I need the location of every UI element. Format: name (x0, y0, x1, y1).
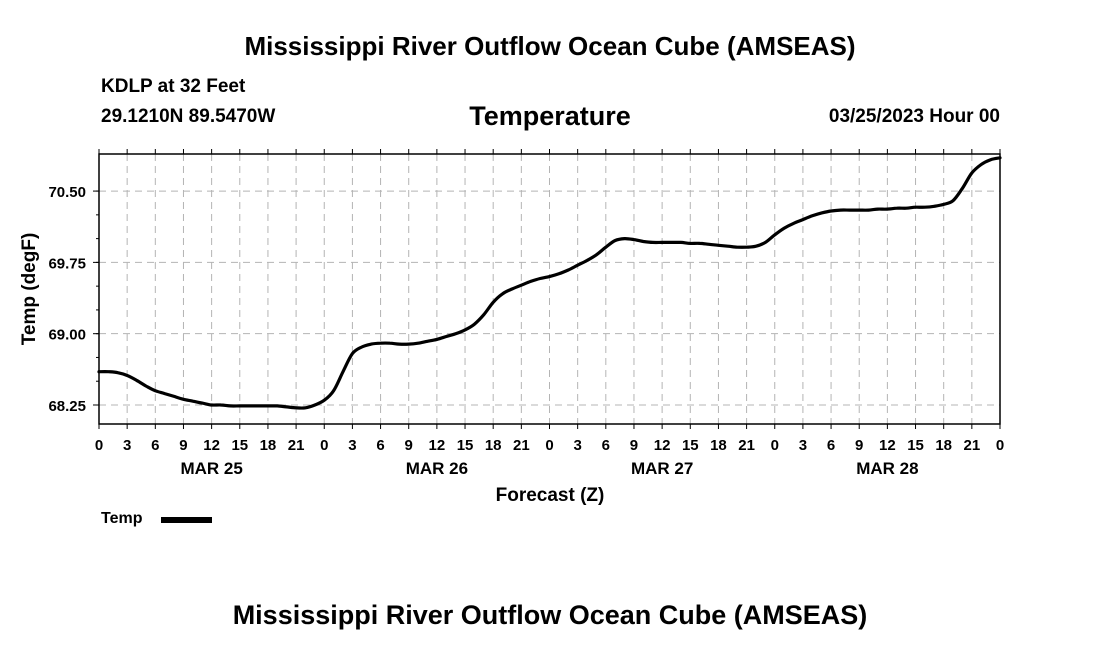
y-tick-label: 68.25 (48, 398, 86, 415)
x-tick-label: 15 (231, 437, 248, 454)
temperature-chart: Temperature 68.25 69.00 69.75 70.50 0 3 6 9 12 1… (19, 101, 1004, 506)
x-tick-label: 21 (738, 437, 755, 454)
chart-main-title: Mississippi River Outflow Ocean Cube (AM… (244, 31, 856, 61)
x-day-label: MAR 25 (180, 459, 242, 478)
footer-title: Mississippi River Outflow Ocean Cube (AM… (232, 600, 868, 630)
y-axis: 68.25 69.00 69.75 70.50 (48, 184, 99, 415)
x-tick-label: 0 (545, 437, 553, 454)
grid (99, 154, 1000, 424)
x-tick-label: 0 (996, 437, 1004, 454)
x-axis-title: Forecast (Z) (496, 485, 605, 506)
x-tick-label: 9 (855, 437, 863, 454)
x-axis: 0 3 6 9 12 15 18 21 0 3 6 9 12 15 18 21 0 3 6 9 12 15 18 21 0 3 6 9… (95, 149, 1004, 478)
x-tick-label: 15 (457, 437, 474, 454)
x-tick-label: 3 (799, 437, 807, 454)
x-tick-label: 12 (879, 437, 896, 454)
series-line-temp (97, 156, 1002, 410)
x-tick-label: 6 (151, 437, 159, 454)
x-tick-label: 18 (710, 437, 727, 454)
x-tick-label: 6 (827, 437, 835, 454)
x-tick-label: 3 (573, 437, 581, 454)
y-tick-label: 69.00 (48, 327, 86, 344)
x-tick-label: 9 (630, 437, 638, 454)
x-tick-label: 18 (485, 437, 502, 454)
plot-frame (98, 153, 1001, 425)
x-tick-label: 0 (771, 437, 779, 454)
x-tick-label: 6 (376, 437, 384, 454)
x-tick-label: 6 (602, 437, 610, 454)
x-tick-label: 21 (964, 437, 981, 454)
y-tick-label: 69.75 (48, 255, 86, 272)
x-tick-label: 15 (682, 437, 699, 454)
x-tick-label: 12 (654, 437, 671, 454)
x-tick-label: 3 (348, 437, 356, 454)
forecast-datetime: 03/25/2023 Hour 00 (828, 106, 1000, 127)
x-tick-label: 21 (513, 437, 530, 454)
y-axis-title: Temp (degF) (19, 233, 40, 346)
legend-swatch-temp (161, 517, 212, 523)
x-day-label: MAR 27 (631, 459, 693, 478)
x-day-label: MAR 26 (406, 459, 468, 478)
x-tick-label: 12 (429, 437, 446, 454)
series-layer (97, 156, 1002, 410)
x-tick-label: 9 (405, 437, 413, 454)
y-tick-label: 70.50 (48, 184, 86, 201)
x-tick-label: 0 (320, 437, 328, 454)
x-tick-label: 15 (907, 437, 924, 454)
x-tick-label: 9 (179, 437, 187, 454)
station-coordinates: 29.1210N 89.5470W (101, 106, 276, 127)
chart-subtitle: Temperature (469, 101, 631, 131)
x-day-label: MAR 28 (856, 459, 918, 478)
station-label: KDLP at 32 Feet (101, 76, 246, 97)
x-tick-label: 18 (260, 437, 277, 454)
x-tick-label: 0 (95, 437, 103, 454)
x-tick-label: 18 (935, 437, 952, 454)
x-tick-label: 12 (203, 437, 220, 454)
x-tick-label: 21 (288, 437, 305, 454)
x-tick-label: 3 (123, 437, 131, 454)
legend-label-temp: Temp (101, 510, 143, 527)
